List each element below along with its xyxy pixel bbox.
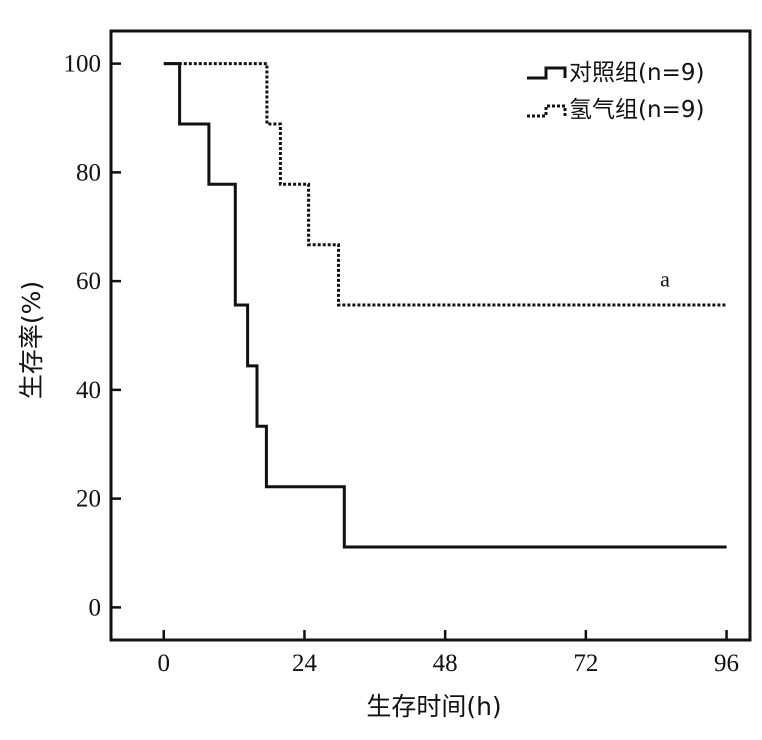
control-group-survival-line — [163, 62, 727, 549]
y-tick-label: 40 — [76, 377, 101, 404]
y-axis-title: 生存率(%) — [17, 281, 46, 399]
x-tick-label: 0 — [158, 650, 171, 677]
legend-swatch-control — [527, 66, 567, 80]
tick-group: 0 20 40 60 80 100 0 24 48 72 96 — [64, 51, 740, 677]
y-tick-label: 20 — [76, 486, 101, 513]
significance-annotation: a — [660, 267, 670, 292]
hydrogen-group-survival-line — [163, 62, 727, 307]
y-tick-label: 100 — [64, 51, 102, 78]
x-tick-label: 24 — [292, 650, 318, 677]
y-tick-label: 60 — [76, 268, 101, 295]
y-tick-label: 80 — [76, 159, 101, 186]
legend-swatch-hydrogen — [527, 104, 567, 118]
annotation-group: a — [660, 267, 670, 292]
x-axis-title: 生存时间(h) — [366, 692, 501, 721]
legend: 对照组(n=9) 氢气组(n=9) — [527, 60, 704, 123]
y-tick-label: 0 — [89, 594, 102, 621]
legend-label-hydrogen: 氢气组(n=9) — [569, 97, 704, 123]
legend-label-control: 对照组(n=9) — [569, 60, 704, 86]
x-tick-label: 96 — [714, 650, 739, 677]
series-group — [163, 62, 727, 549]
x-tick-label: 72 — [573, 650, 598, 677]
plot-frame — [109, 29, 752, 642]
x-tick-label: 48 — [433, 650, 458, 677]
